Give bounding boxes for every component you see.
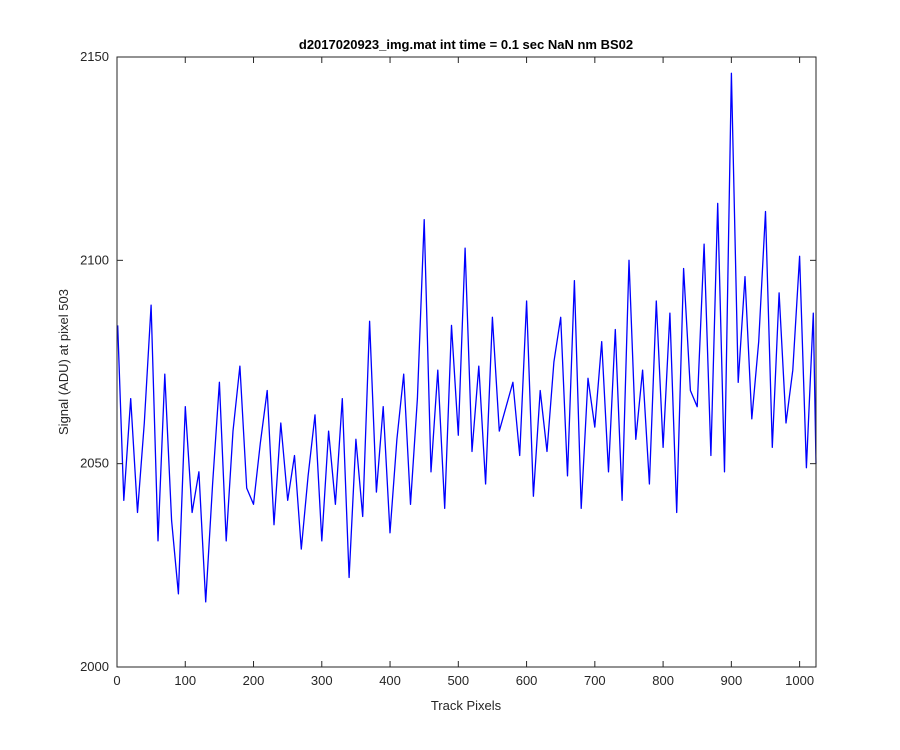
x-tick-label: 400 [379,673,401,688]
x-tick-label: 300 [311,673,333,688]
y-axis-label: Signal (ADU) at pixel 503 [56,289,71,435]
y-tick-label: 2150 [80,49,109,64]
x-axis-label: Track Pixels [431,698,502,713]
series-line-0 [117,72,817,603]
x-tick-label: 100 [174,673,196,688]
y-tick-label: 2050 [80,456,109,471]
x-tick-label: 1000 [785,673,814,688]
y-tick-label: 2000 [80,659,109,674]
data-layer [117,72,817,603]
plot-box [116,56,817,668]
x-tick-label: 800 [652,673,674,688]
x-tick-label: 900 [721,673,743,688]
y-axis: 2000 2050 2100 2150 [80,49,816,674]
x-tick-label: 200 [243,673,265,688]
x-tick-label: 600 [516,673,538,688]
x-tick-label: 500 [447,673,469,688]
x-axis: 0 100 200 300 400 500 600 700 800 900 1000 [113,57,814,688]
x-tick-label: 0 [113,673,120,688]
plot-background [117,57,816,667]
x-tick-label: 700 [584,673,606,688]
y-tick-label: 2100 [80,252,109,267]
chart-title: d2017020923_img.mat int time = 0.1 sec N… [299,37,633,52]
